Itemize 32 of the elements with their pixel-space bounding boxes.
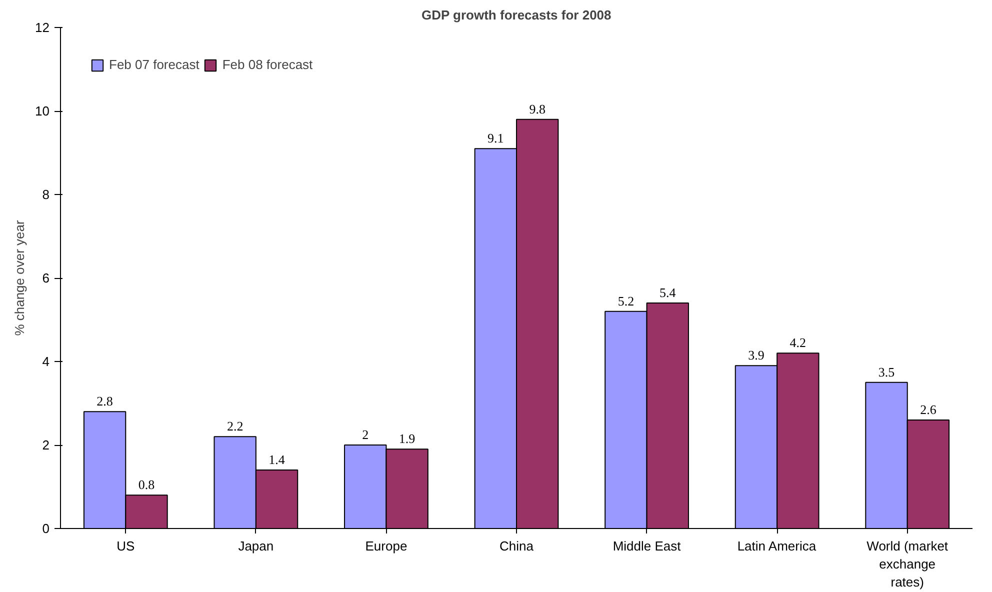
data-label: 4.2 [790, 335, 806, 350]
data-label: 9.1 [488, 130, 504, 146]
x-tick-label: World (market exchange rates) [866, 538, 948, 590]
data-label: 3.9 [748, 348, 764, 363]
x-tick-label: Middle East [612, 538, 682, 554]
y-tick-label: 8 [42, 187, 50, 202]
y-tick-label: 4 [42, 354, 50, 369]
data-label: 2.8 [96, 394, 113, 409]
data-label: 1.4 [268, 452, 286, 468]
y-tick-label: 10 [35, 104, 50, 118]
x-tick-label: Latin America [737, 538, 817, 554]
data-label: 2.6 [920, 402, 937, 417]
x-tick-label: Europe [365, 538, 408, 554]
x-tick-label: US [116, 538, 135, 554]
data-label: 2 [362, 427, 369, 442]
y-tick-label: 6 [42, 270, 50, 286]
y-tick-label: 12 [35, 20, 50, 35]
y-tick-label: 2 [42, 438, 50, 452]
y-axis-title: % change over year [12, 220, 28, 336]
data-label: 0.8 [138, 477, 155, 492]
legend-label: Feb 08 forecast [222, 57, 313, 72]
data-label: 9.8 [529, 101, 546, 116]
x-tick-label: Japan [238, 538, 274, 554]
y-tick-label: 0 [42, 521, 50, 536]
data-label: 2.2 [226, 418, 244, 434]
chart-title: GDP growth forecasts for 2008 [422, 8, 612, 22]
data-label: 5.2 [618, 293, 634, 308]
data-label: 5.4 [660, 285, 676, 300]
data-label: 1.9 [398, 431, 416, 446]
data-label: 3.5 [878, 364, 895, 380]
x-tick-label: China [500, 538, 534, 554]
legend-label: Feb 07 forecast [109, 57, 200, 72]
